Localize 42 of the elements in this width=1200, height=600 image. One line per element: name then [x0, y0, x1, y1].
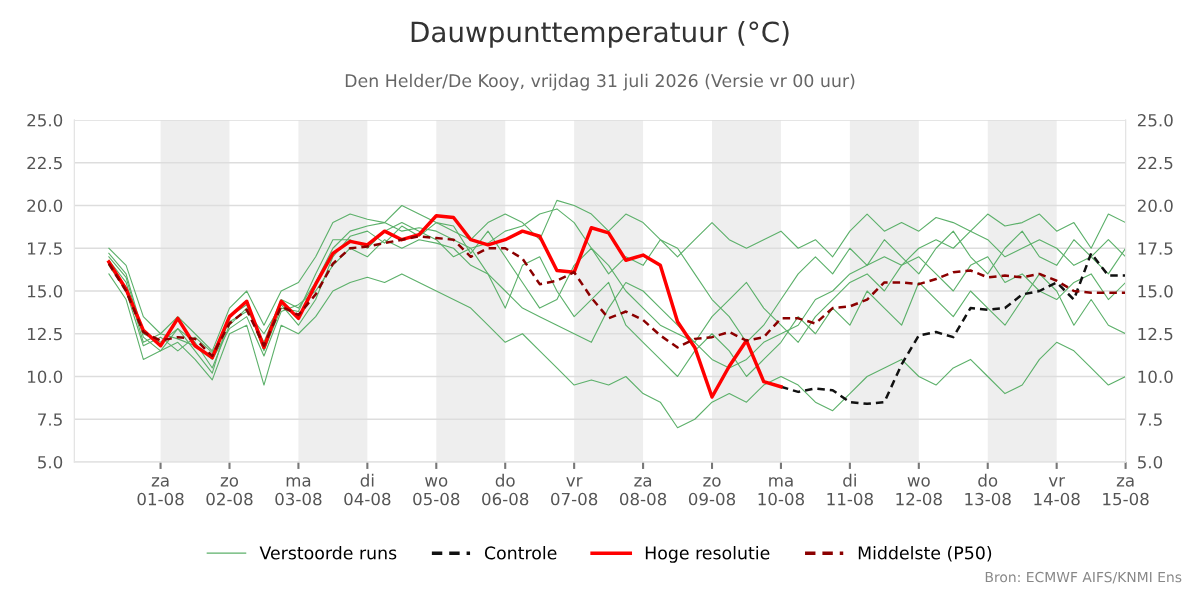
x-tick-label: do 06-08	[482, 473, 529, 506]
x-tick-label: vr 07-08	[551, 477, 598, 506]
legend-label: Controle	[484, 546, 557, 560]
y-tick-label: 17.5	[28, 242, 62, 255]
x-tick-label: zo 02-08	[206, 477, 253, 506]
y-tick-label: 20.0	[27, 199, 63, 213]
y-tick-label: 7.5	[38, 413, 62, 426]
y2-tick-label: 5.0	[1138, 455, 1163, 469]
legend-label: Hoge resolutie	[645, 546, 770, 563]
x-tick-label: wo 05-08	[413, 477, 460, 506]
x-tick-label: do 13-08	[965, 473, 1011, 506]
line-series	[779, 252, 1126, 406]
y2-tick-label: 7.5	[1138, 413, 1162, 426]
x-tick-label: ma 03-08	[275, 477, 322, 506]
legend-label: Verstoorde runs	[259, 546, 397, 560]
y-tick-label: 15.0	[28, 284, 63, 298]
y-tick-label: 5.0	[38, 455, 63, 469]
y2-tick-label: 12.5	[1138, 327, 1173, 341]
y2-tick-label: 15.0	[1138, 284, 1173, 298]
chart-subtitle: Den Helder/De Kooy, vrijdag 31 juli 2026 (Versie vr 00 uur)	[345, 73, 855, 91]
x-tick-label: ma 10-08	[758, 477, 805, 506]
y-tick-label: 12.5	[28, 327, 62, 341]
x-tick-label: za 15-08	[1103, 477, 1149, 506]
chart-title: Dauwpunttemperatuur (°C)	[411, 20, 789, 48]
y-tick-label: 25.0	[27, 113, 63, 127]
x-tick-label: zo 09-08	[688, 477, 736, 506]
x-tick-label: za 01-08	[137, 477, 184, 506]
line-series	[107, 214, 783, 399]
y2-tick-label: 25.0	[1137, 113, 1173, 127]
y2-tick-label: 10.0	[1138, 370, 1173, 384]
y-tick-label: 22.5	[27, 156, 62, 170]
x-tick-label: di 04-08	[344, 473, 391, 506]
x-tick-label: di 11-08	[827, 473, 873, 506]
y-tick-label: 10.0	[28, 370, 63, 384]
x-tick-label: za 08-08	[619, 477, 667, 506]
text: Bron: ECMWF AIFS/KNMI Ens	[985, 571, 1182, 584]
y2-tick-label: 22.5	[1137, 156, 1173, 170]
x-tick-label: vr 14-08	[1034, 477, 1080, 506]
y2-tick-label: 17.5	[1138, 242, 1173, 255]
y2-tick-label: 20.0	[1137, 199, 1173, 213]
legend-label: Middelste (P50)	[858, 546, 992, 562]
x-tick-label: wo 12-08	[896, 477, 942, 506]
